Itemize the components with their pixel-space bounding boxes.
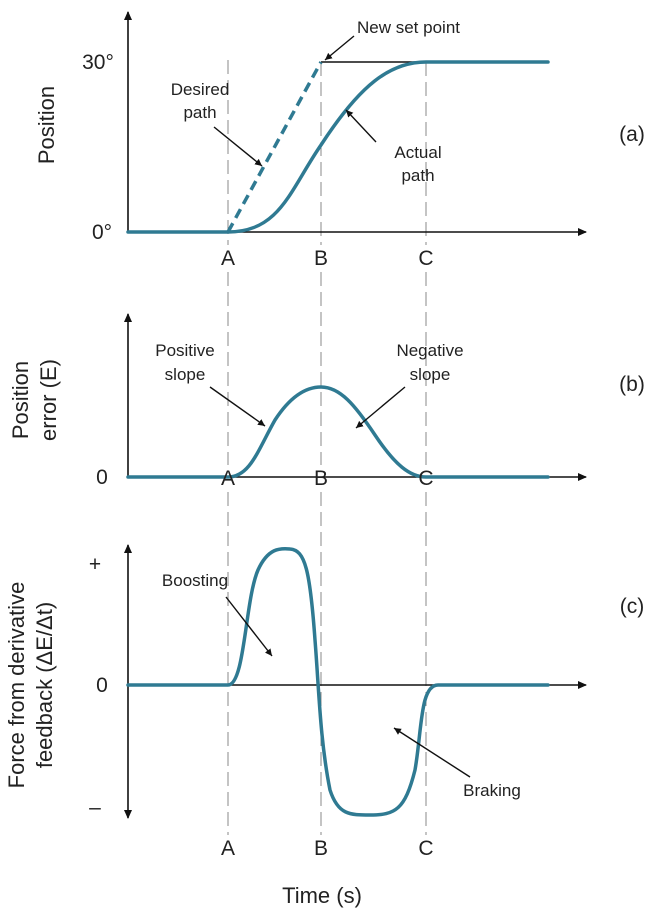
panel-tag: (c)	[620, 595, 645, 618]
braking-pointer	[393, 727, 471, 778]
y-tick-0: 0	[96, 674, 108, 697]
y-tick-0: 0	[96, 466, 108, 489]
y-axis-label: error (E)	[36, 359, 61, 441]
desired-path-curve	[226, 61, 323, 233]
desired-path-label: Desired	[171, 80, 230, 99]
negative-slope-label: Negative	[396, 341, 463, 360]
x-tick-b: B	[314, 467, 328, 490]
x-tick-b: B	[314, 247, 328, 270]
panel-tag: (b)	[619, 373, 645, 396]
negative-slope-pointer	[355, 386, 406, 429]
y-tick-30: 30°	[82, 51, 114, 74]
positive-slope-pointer	[209, 386, 266, 427]
y-axis-label: Force from derivative	[4, 582, 29, 789]
y-tick-plus: +	[89, 553, 101, 576]
x-tick-c: C	[418, 467, 433, 490]
new-set-point-label: New set point	[357, 18, 460, 37]
boosting-pointer	[225, 596, 273, 657]
x-tick-c: C	[418, 247, 433, 270]
panel-a: 30° 0° Position New set point Desired pa…	[34, 11, 645, 270]
x-tick-b: B	[314, 837, 328, 860]
y-axis-label: Position	[34, 86, 59, 164]
actual-path-pointer	[345, 109, 377, 143]
new-set-point-pointer	[324, 35, 355, 61]
braking-label: Braking	[463, 781, 521, 800]
x-tick-c: C	[418, 837, 433, 860]
y-tick-0: 0°	[92, 221, 112, 244]
x-tick-a: A	[221, 467, 235, 490]
y-axis-label: feedback (ΔE/Δt)	[32, 602, 57, 768]
time-guides	[227, 60, 427, 835]
positive-slope-label: slope	[165, 365, 206, 384]
actual-path-label: path	[401, 166, 434, 185]
panel-b: 0 Position error (E) Positive slope Nega…	[8, 313, 645, 490]
positive-slope-label: Positive	[155, 341, 215, 360]
y-axis-label: Position	[8, 361, 33, 439]
desired-path-label: path	[183, 103, 216, 122]
boosting-label: Boosting	[162, 571, 228, 590]
actual-path-label: Actual	[394, 143, 441, 162]
x-tick-a: A	[221, 837, 235, 860]
panel-c: + 0 – Force from derivative feedback (ΔE…	[4, 544, 645, 860]
position-error-curve	[126, 385, 550, 479]
desired-path-pointer	[213, 126, 263, 167]
actual-path-curve	[126, 60, 550, 234]
x-tick-a: A	[221, 247, 235, 270]
x-axis-label: Time (s)	[282, 883, 362, 908]
negative-slope-label: slope	[410, 365, 451, 384]
derivative-force-curve	[126, 546, 550, 817]
panel-tag: (a)	[619, 123, 645, 146]
y-tick-minus: –	[89, 796, 101, 819]
